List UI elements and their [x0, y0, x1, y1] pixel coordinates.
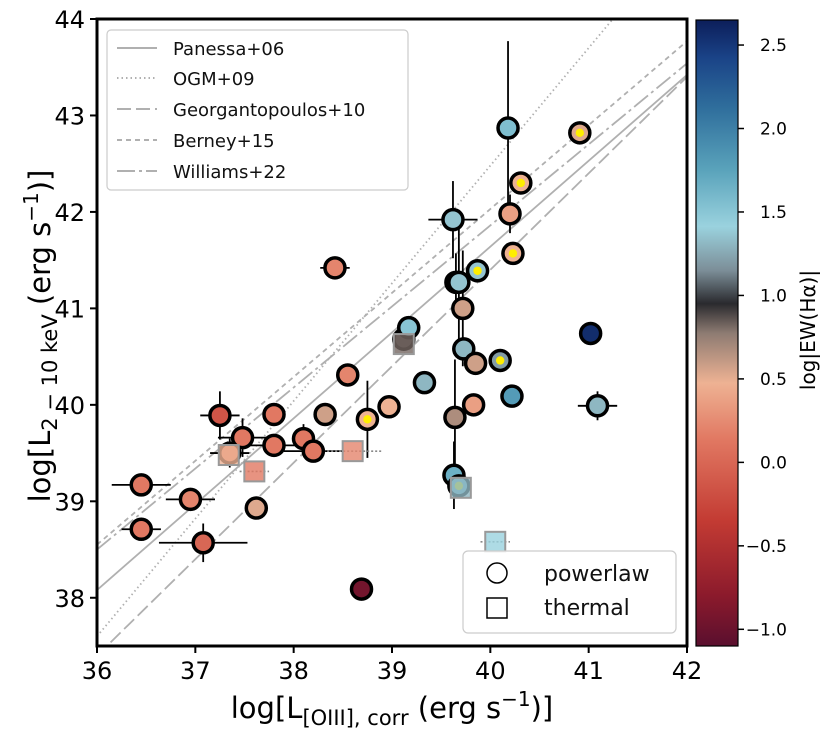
x-tick-label: 37: [180, 657, 211, 685]
data-point-powerlaw: [578, 321, 603, 346]
colorbar-title: log|EW(Hα)|: [796, 270, 820, 390]
data-point-powerlaw: [463, 351, 488, 376]
legend-label-ogm: OGM+09: [173, 69, 255, 90]
data-point-flag: [575, 128, 585, 138]
colorbar-tick-label: 1.0: [760, 286, 787, 306]
legend-label-powerlaw: powerlaw: [544, 562, 650, 587]
x-tick-label: 39: [377, 657, 408, 685]
data-markers: [129, 116, 610, 601]
y-tick-label: 42: [54, 199, 85, 227]
colorbar: −1.0 −0.5 0.0 0.5 1.0 1.5 2.0 2.5 log|EW(Hα)|: [695, 19, 820, 647]
colorbar-tick-label: −1.0: [746, 620, 787, 640]
data-point-powerlaw: [323, 256, 347, 280]
y-tick-label: 38: [54, 585, 85, 613]
y-axis-ticks: 38 39 40 41 42 43 44: [54, 6, 97, 613]
relation-line-georgantopoulos-10: [105, 76, 687, 646]
data-point-thermal: [217, 444, 240, 467]
x-axis-title: log[L[OIII], corr (erg s−1)]: [231, 687, 553, 730]
data-point-powerlaw: [129, 517, 153, 542]
relation-line-williams-22: [97, 62, 687, 551]
legend-label-berney: Berney+15: [173, 131, 275, 152]
legend-label-williams: Williams+22: [173, 162, 286, 183]
data-point-powerlaw: [461, 393, 486, 417]
data-point-thermal: [243, 460, 266, 483]
data-point-flag: [508, 249, 518, 258]
x-tick-label: 40: [475, 657, 506, 685]
data-point-powerlaw: [230, 425, 255, 450]
data-point-powerlaw: [498, 202, 522, 226]
data-point-powerlaw: [443, 405, 467, 430]
data-point-powerlaw: [585, 394, 610, 418]
data-point-flag: [495, 356, 505, 365]
colorbar-tick-label: 0.5: [760, 370, 787, 390]
relation-line-ogm-09: [97, 19, 615, 637]
data-point-powerlaw: [441, 207, 465, 232]
data-point-powerlaw: [208, 403, 232, 428]
legend-label-georgantopoulos: Georgantopoulos+10: [173, 100, 365, 121]
data-point-flag: [516, 178, 526, 188]
data-point-powerlaw: [313, 402, 337, 427]
colorbar-tick-label: 0.0: [760, 453, 787, 473]
x-tick-label: 36: [82, 657, 113, 685]
legend-label-panessa: Panessa+06: [173, 39, 284, 60]
data-point-powerlaw: [447, 270, 471, 295]
data-point-thermal: [449, 476, 472, 499]
data-point-powerlaw: [262, 433, 286, 458]
legend-label-thermal: thermal: [544, 596, 630, 621]
legend-markers: powerlaw thermal: [462, 550, 677, 634]
data-point-powerlaw: [262, 402, 286, 427]
data-point-powerlaw: [129, 473, 153, 497]
colorbar-frame: [695, 19, 739, 647]
data-point-flag: [473, 266, 482, 275]
data-point-thermal: [484, 530, 507, 553]
legend-circle-icon: [486, 562, 508, 584]
data-point-powerlaw: [244, 496, 269, 520]
legend-relations-box: [106, 29, 409, 191]
colorbar-gradient: [696, 20, 738, 646]
x-tick-label: 42: [672, 657, 703, 685]
data-point-thermal: [392, 333, 415, 356]
y-tick-label: 41: [54, 295, 85, 323]
data-point-powerlaw: [412, 370, 437, 395]
data-point-flag: [363, 415, 372, 424]
x-tick-label: 38: [278, 657, 309, 685]
data-point-powerlaw: [349, 577, 374, 601]
y-tick-label: 40: [54, 392, 85, 420]
colorbar-tick-label: 2.5: [760, 36, 787, 56]
legend-square-icon: [486, 597, 508, 619]
legend-relations: Panessa+06 OGM+09 Georgantopoulos+10 Ber…: [106, 29, 409, 191]
colorbar-tick-label: 2.0: [760, 120, 787, 140]
data-point-powerlaw: [377, 395, 401, 419]
y-axis-title: log[L2 − 10 keV (erg s−1)]: [19, 170, 62, 503]
legend-markers-box: [462, 550, 677, 634]
data-point-powerlaw: [336, 363, 360, 387]
colorbar-tick-label: 1.5: [760, 203, 787, 223]
colorbar-tick-label: −0.5: [746, 537, 787, 557]
data-point-powerlaw: [500, 384, 524, 408]
x-axis-ticks: 36 37 38 39 40 41 42: [82, 646, 703, 685]
data-point-powerlaw: [301, 439, 326, 463]
data-point-powerlaw: [191, 531, 215, 555]
y-tick-label: 39: [54, 488, 85, 516]
data-point-powerlaw: [451, 296, 475, 321]
data-point-powerlaw: [178, 487, 203, 512]
relation-line-berney-15: [97, 40, 687, 546]
y-tick-label: 44: [54, 6, 85, 34]
y-tick-label: 43: [54, 102, 85, 130]
x-tick-label: 41: [573, 657, 604, 685]
data-point-powerlaw: [496, 116, 520, 140]
colorbar-ticks: −1.0 −0.5 0.0 0.5 1.0 1.5 2.0 2.5: [738, 36, 787, 640]
data-point-thermal: [341, 440, 364, 463]
